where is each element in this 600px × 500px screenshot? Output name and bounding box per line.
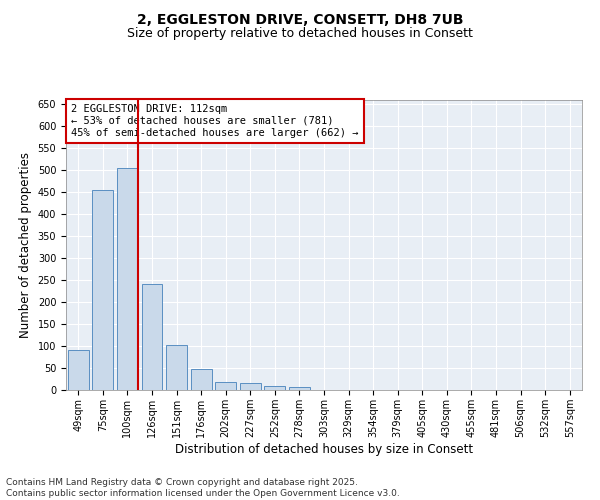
Text: Size of property relative to detached houses in Consett: Size of property relative to detached ho… — [127, 28, 473, 40]
Bar — [215, 382, 236, 390]
Y-axis label: Number of detached properties: Number of detached properties — [19, 152, 32, 338]
Bar — [166, 344, 187, 390]
Bar — [240, 384, 261, 390]
Bar — [289, 388, 310, 390]
Text: 2, EGGLESTON DRIVE, CONSETT, DH8 7UB: 2, EGGLESTON DRIVE, CONSETT, DH8 7UB — [137, 12, 463, 26]
Text: Contains HM Land Registry data © Crown copyright and database right 2025.
Contai: Contains HM Land Registry data © Crown c… — [6, 478, 400, 498]
Bar — [68, 350, 89, 390]
X-axis label: Distribution of detached houses by size in Consett: Distribution of detached houses by size … — [175, 442, 473, 456]
Bar — [191, 370, 212, 390]
Bar — [142, 284, 163, 390]
Bar — [265, 386, 286, 390]
Bar — [117, 168, 138, 390]
Text: 2 EGGLESTON DRIVE: 112sqm
← 53% of detached houses are smaller (781)
45% of semi: 2 EGGLESTON DRIVE: 112sqm ← 53% of detac… — [71, 104, 359, 138]
Bar — [92, 190, 113, 390]
